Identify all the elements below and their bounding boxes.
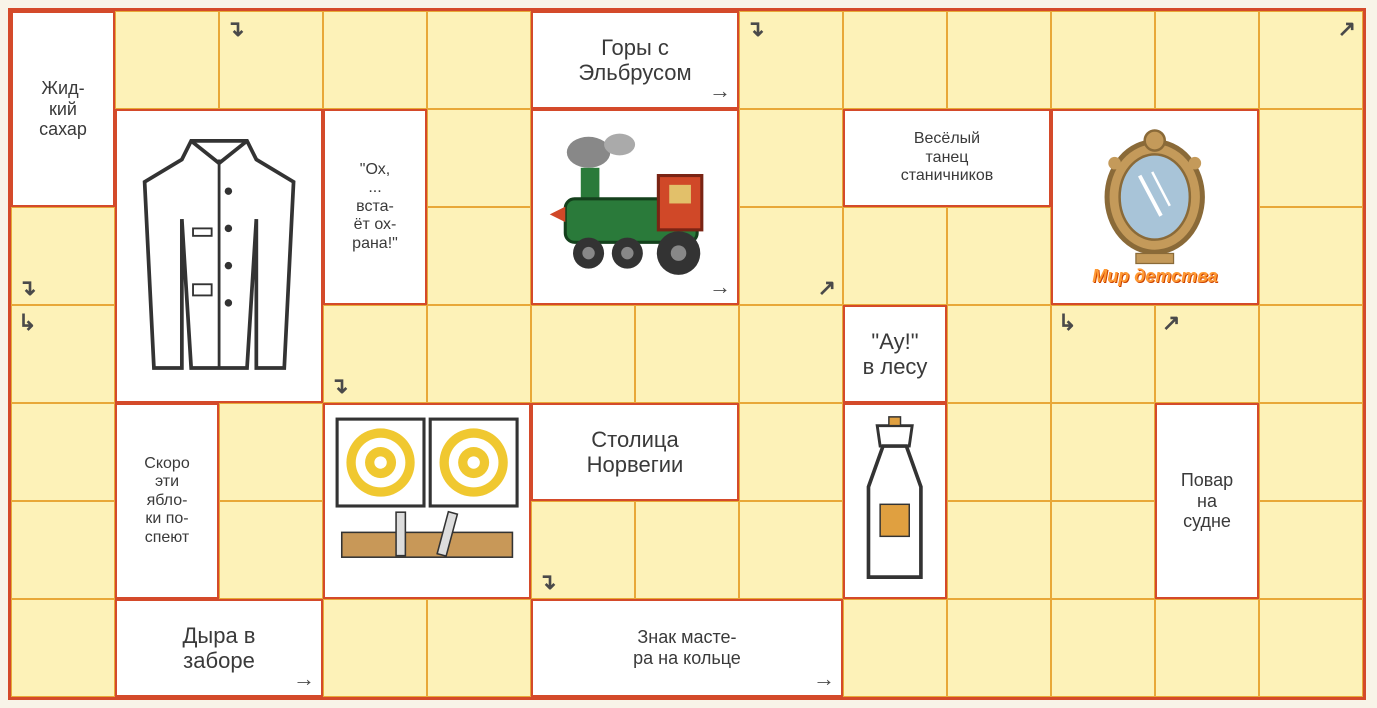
answer-cell[interactable] [947,11,1051,109]
answer-cell[interactable] [843,599,947,697]
answer-cell[interactable] [947,207,1051,305]
arrow-down-icon: ↴ [226,16,244,41]
answer-cell[interactable] [1259,403,1363,501]
answer-cell[interactable] [1051,11,1155,109]
answer-cell[interactable] [947,305,1051,403]
shooting-range-image [323,403,531,599]
mirror-image: Мир детства [1051,109,1259,305]
arrow-diag-icon: ↗ [1162,310,1180,335]
clue-merry-dance: Весёлыйтанецстаничников [843,109,1051,207]
answer-cell[interactable] [531,305,635,403]
shooting-range-icon [334,416,520,587]
arrow-right-icon: → [293,666,315,691]
answer-cell[interactable] [1259,305,1363,403]
answer-cell[interactable]: ↴ [219,11,323,109]
answer-cell[interactable] [739,109,843,207]
answer-cell[interactable] [843,11,947,109]
arrow-right-icon: → [813,666,835,691]
answer-cell[interactable] [427,109,531,207]
clue-text: Скороэтиябло-ки по-спеют [144,455,189,547]
answer-cell[interactable] [11,403,115,501]
answer-cell[interactable] [219,501,323,599]
clue-master-sign: Знак масте-ра на кольце → [531,599,843,697]
arrow-right-icon: ↳ [18,310,36,335]
arrow-right-icon: → [709,274,731,299]
answer-cell[interactable] [739,305,843,403]
answer-cell[interactable] [1051,599,1155,697]
answer-cell[interactable] [1051,403,1155,501]
clue-okh-guard: "Ох,...вста-ёт ох-рана!" [323,109,427,305]
arrow-down-icon: ↴ [18,275,36,300]
answer-cell[interactable] [11,501,115,599]
answer-cell[interactable] [427,599,531,697]
answer-cell[interactable] [947,501,1051,599]
arrow-diag-icon: ↗ [1338,16,1356,41]
answer-cell[interactable] [1051,501,1155,599]
clue-au-forest: "Ау!"в лесу [843,305,947,403]
logo-text: Мир детства [1092,266,1218,287]
answer-cell[interactable] [843,207,947,305]
answer-cell[interactable] [323,599,427,697]
clue-text: СтолицаНорвегии [587,427,684,478]
answer-cell[interactable]: ↳ [11,305,115,403]
answer-cell[interactable]: ↗ [1155,305,1259,403]
clue-text: Весёлыйтанецстаничников [901,130,994,185]
answer-cell[interactable] [635,501,739,599]
arrow-down-icon: ↴ [538,569,556,594]
answer-cell[interactable] [947,403,1051,501]
answer-cell[interactable] [323,11,427,109]
answer-cell[interactable]: ↴ [323,305,427,403]
answer-cell[interactable] [947,599,1051,697]
arrow-right-icon: → [709,78,731,103]
clue-text: Дыра взаборе [183,623,256,674]
clue-ship-cook: Поварнасудне [1155,403,1259,599]
arrow-down-icon: ↴ [746,16,764,41]
answer-cell[interactable] [739,403,843,501]
answer-cell[interactable] [1155,599,1259,697]
answer-cell[interactable] [11,599,115,697]
arrow-diag-icon: ↗ [818,275,836,300]
answer-cell[interactable] [1259,599,1363,697]
answer-cell[interactable]: ↴ [531,501,635,599]
clue-text: Знак масте-ра на кольце [633,627,741,668]
answer-cell[interactable] [427,305,531,403]
answer-cell[interactable] [635,305,739,403]
clue-liquid-sugar: Жид-кийсахар [11,11,115,207]
train-icon [542,129,728,284]
coat-image [115,109,323,403]
answer-cell[interactable] [427,207,531,305]
glue-bottle-icon [851,414,938,589]
arrow-down-icon: ↴ [330,373,348,398]
clue-text: Жид-кийсахар [39,78,87,140]
answer-cell[interactable] [739,501,843,599]
clue-text: Горы сЭльбрусом [578,35,691,86]
answer-cell[interactable] [219,403,323,501]
clue-norway-capital: СтолицаНорвегии [531,403,739,501]
answer-cell[interactable] [1259,109,1363,207]
clue-text: "Ау!"в лесу [863,329,928,380]
clue-text: "Ох,...вста-ёт ох-рана!" [352,161,398,253]
scanword-board: Жид-кийсахар ↴ Горы сЭльбрусом → ↴ ↗ "Ох… [8,8,1366,700]
answer-cell[interactable] [1259,207,1363,305]
glue-image [843,403,947,599]
answer-cell[interactable] [427,11,531,109]
answer-cell[interactable]: ↴ [11,207,115,305]
answer-cell[interactable]: ↴ [739,11,843,109]
answer-cell[interactable]: ↳ [1051,305,1155,403]
train-image: → [531,109,739,305]
answer-cell[interactable] [1259,501,1363,599]
clue-elbrus-mountains: Горы сЭльбрусом → [531,11,739,109]
answer-cell[interactable]: ↗ [1259,11,1363,109]
answer-cell[interactable]: ↗ [739,207,843,305]
clue-text: Поварнасудне [1181,470,1233,532]
clue-apples-ripen: Скороэтиябло-ки по-спеют [115,403,219,599]
coat-icon [126,126,312,387]
arrow-right-icon: ↳ [1058,310,1076,335]
answer-cell[interactable] [115,11,219,109]
clue-fence-hole: Дыра взаборе → [115,599,323,697]
mirror-icon [1092,128,1217,266]
answer-cell[interactable] [1155,11,1259,109]
